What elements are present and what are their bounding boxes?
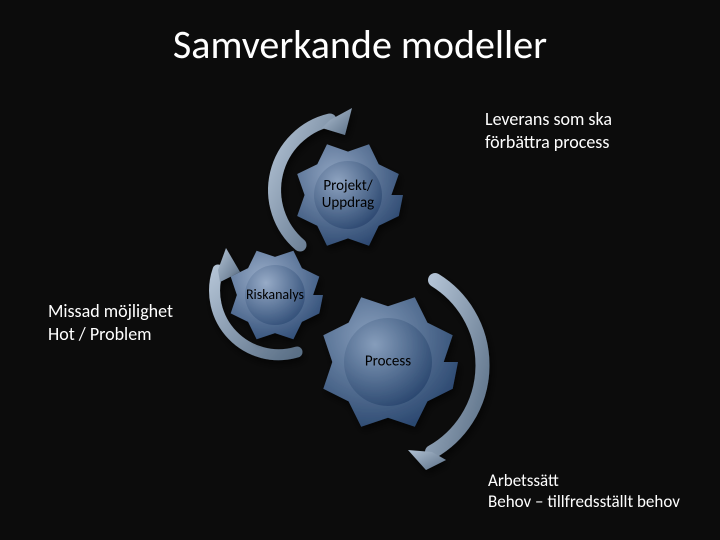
annotation-top-right: Leverans som skaförbättra process [485,108,612,153]
annotation-left: Missad möjlighetHot / Problem [48,300,173,345]
gear-projekt-label: Projekt/Uppdrag [303,178,393,213]
slide: Samverkande modeller [0,0,720,540]
gear-diagram [0,0,720,540]
gear-process-label: Process [338,353,438,370]
annotation-bottom-right: ArbetssättBehov – tillfredsställt behov [488,470,680,513]
gear-riskanalys-label: Riskanalys [230,287,320,303]
